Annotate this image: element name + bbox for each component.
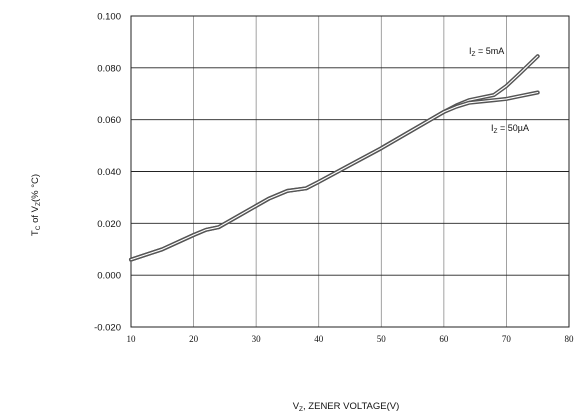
x-tick-labels: 10 20 30 40 50 60 70 80	[127, 334, 575, 344]
series-lines	[129, 54, 540, 262]
plot-frame	[130, 15, 570, 328]
x-tick-label: 30	[252, 334, 262, 344]
y-tick-label: 0.040	[97, 167, 121, 178]
y-tick-label: 0.020	[97, 219, 121, 230]
y-tick-label: 0.080	[97, 63, 121, 74]
series-line-outer-1	[129, 90, 540, 262]
x-tick-label: 50	[377, 334, 387, 344]
legend-label-50ua: IZ = 50µA	[491, 123, 529, 135]
x-tick-label: 70	[502, 334, 512, 344]
y-tick-label: 0.060	[97, 115, 121, 126]
grid	[130, 15, 570, 328]
series-line-outer-0	[129, 54, 540, 262]
x-tick-label: 40	[314, 334, 324, 344]
y-tick-labels: -0.020 0.000 0.020 0.040 0.060 0.080 0.100	[94, 12, 121, 334]
x-tick-label: 60	[439, 334, 449, 344]
y-tick-label: 0.000	[97, 271, 121, 282]
y-axis-label: TC of VZ(% °C)	[30, 174, 42, 236]
x-axis-label: VZ, ZENER VOLTAGE(V)	[293, 401, 400, 413]
y-tick-label: 0.100	[97, 12, 121, 23]
x-tick-label: 20	[189, 334, 199, 344]
series-line-inner-0	[130, 55, 539, 261]
x-tick-label: 10	[127, 334, 137, 344]
legend-label-5ma: IZ = 5mA	[469, 46, 504, 58]
y-tick-label: -0.020	[94, 323, 121, 334]
series-line-inner-1	[130, 91, 539, 261]
x-tick-label: 80	[565, 334, 575, 344]
